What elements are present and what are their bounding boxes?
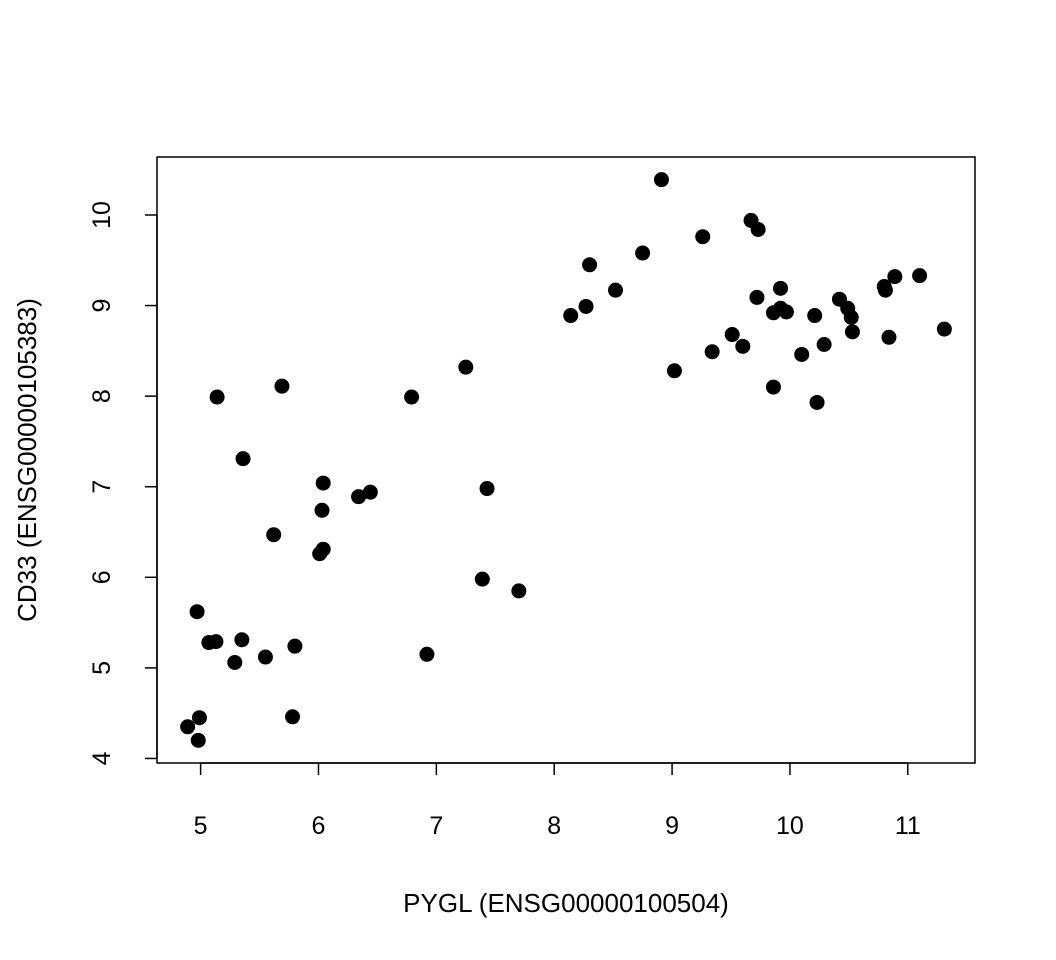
data-point (479, 481, 495, 497)
data-point (844, 324, 860, 340)
data-point (778, 304, 794, 320)
y-tick-label: 4 (88, 751, 116, 765)
data-point (807, 308, 823, 324)
data-point (474, 571, 490, 587)
data-point (362, 484, 378, 500)
data-point (881, 329, 897, 345)
data-point (458, 359, 474, 375)
data-point (608, 282, 624, 298)
data-point (877, 282, 893, 298)
data-point (234, 632, 250, 648)
data-point (704, 344, 720, 360)
x-tick-label: 8 (547, 812, 561, 840)
data-point (191, 710, 207, 726)
data-point (314, 502, 330, 518)
data-point (287, 638, 303, 654)
data-point (208, 634, 224, 650)
x-tick-label: 10 (776, 812, 804, 840)
x-tick-label: 6 (312, 812, 326, 840)
data-point (653, 172, 669, 188)
data-point (209, 389, 225, 405)
x-tick-label: 5 (194, 812, 208, 840)
data-point (765, 379, 781, 395)
data-point (404, 389, 420, 405)
y-tick-label: 5 (88, 661, 116, 675)
data-point (190, 732, 206, 748)
data-point (419, 646, 435, 662)
data-point (227, 654, 243, 670)
x-tick-label: 7 (429, 812, 443, 840)
data-point (635, 245, 651, 261)
data-point (189, 604, 205, 620)
plot-frame (156, 156, 976, 764)
data-point (274, 378, 290, 394)
data-point (735, 338, 751, 354)
data-point (794, 346, 810, 362)
y-tick-label: 9 (88, 299, 116, 313)
data-point (666, 363, 682, 379)
data-point (578, 298, 594, 314)
data-point (912, 268, 928, 284)
data-point (235, 451, 251, 467)
data-point (887, 269, 903, 285)
y-axis: 4 5 6 7 8 9 10 (88, 201, 158, 765)
y-tick-label: 7 (88, 480, 116, 494)
data-point (511, 583, 527, 599)
data-point (816, 337, 832, 353)
data-point (843, 309, 859, 325)
data-point (582, 257, 598, 273)
y-tick-label: 6 (88, 570, 116, 584)
x-axis-title: PYGL (ENSG00000100504) (403, 888, 729, 918)
y-tick-label: 8 (88, 389, 116, 403)
data-point (315, 541, 331, 557)
y-tick-label: 10 (88, 201, 116, 229)
data-point (749, 289, 765, 305)
data-points (180, 172, 952, 748)
data-point (773, 280, 789, 296)
data-point (695, 229, 711, 245)
data-point (750, 221, 766, 237)
x-axis: 5 6 7 8 9 10 11 (194, 762, 921, 840)
data-point (724, 327, 740, 343)
data-point (936, 321, 952, 337)
data-point (180, 719, 196, 735)
data-point (563, 308, 579, 324)
x-tick-label: 9 (665, 812, 679, 840)
data-point (315, 475, 331, 491)
data-point (285, 709, 301, 725)
data-point (809, 394, 825, 410)
y-axis-title: CD33 (ENSG00000105383) (12, 298, 42, 622)
x-tick-label: 11 (895, 812, 921, 840)
data-point (266, 527, 282, 543)
data-point (257, 649, 273, 665)
data-point (351, 489, 367, 505)
